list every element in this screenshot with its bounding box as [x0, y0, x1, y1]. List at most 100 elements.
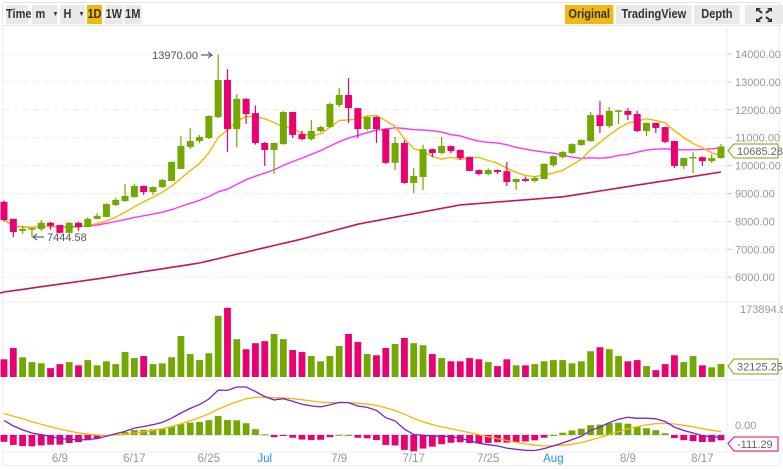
macd-histogram-bar [531, 435, 539, 441]
macd-histogram-bar [540, 435, 548, 438]
hour-select-value: H [63, 7, 72, 21]
date-label: Jul [257, 453, 272, 465]
date-label: 6/17 [123, 453, 145, 465]
volume-bar [0, 359, 8, 377]
candle-up [233, 98, 241, 130]
volume-bar [224, 307, 231, 377]
macd-histogram-bar [289, 435, 297, 438]
candle-down [652, 122, 660, 128]
macd-histogram-bar [717, 435, 725, 441]
candle-up [615, 110, 623, 112]
volume-bar [615, 356, 622, 377]
macd-histogram-bar [317, 435, 324, 440]
macd-histogram-bar [680, 435, 688, 441]
candle-up [568, 144, 576, 154]
candle-up [102, 204, 110, 217]
candle-down [345, 95, 353, 109]
date-label: 8/9 [620, 453, 636, 465]
candle-down [456, 149, 464, 159]
macd-histogram-bar [363, 435, 371, 439]
volume-bar [373, 355, 380, 377]
macd-histogram-bar [373, 435, 380, 441]
macd-histogram-bar [410, 435, 418, 452]
macd-histogram-bar [9, 435, 17, 445]
volume-bar [186, 354, 194, 377]
candle-up [37, 222, 45, 229]
volume-bar [168, 357, 176, 377]
interval-1d-button[interactable]: 1D [87, 5, 102, 24]
macd-histogram-bar [121, 432, 129, 435]
volume-bar [549, 360, 557, 377]
candle-down [0, 201, 8, 221]
macd-histogram-bar [224, 420, 231, 435]
date-label: 7/25 [477, 453, 499, 465]
price-tick-label: 8000.00 [735, 216, 775, 228]
candle-down [251, 113, 259, 144]
macd-dif-line [3, 386, 722, 452]
volume-bar [503, 359, 511, 377]
volume-bar [456, 361, 464, 377]
date-label: 6/25 [198, 453, 220, 465]
low-price-annotation: 7444.58 [47, 232, 87, 244]
macd-histogram-bar [186, 422, 194, 435]
view-tradingview-button[interactable]: TradingView [616, 5, 692, 24]
macd-histogram-bar [708, 435, 716, 442]
volume-bar [65, 362, 73, 377]
fullscreen-button[interactable] [745, 5, 783, 24]
volume-bar [466, 358, 473, 377]
volume-bar [298, 352, 306, 377]
candle-up [121, 196, 129, 202]
candle-up [531, 177, 539, 181]
volume-bar [56, 364, 64, 377]
candle-up [549, 156, 557, 166]
interval-1w-button[interactable]: 1W [105, 5, 123, 24]
volume-bar [121, 352, 129, 377]
macd-histogram-bar [466, 435, 473, 444]
date-label: 8/17 [691, 453, 713, 465]
caret-down-icon: ▼ [78, 11, 85, 19]
volume-bar [354, 341, 362, 377]
candle-up [19, 228, 27, 231]
macd-histogram-bar [37, 435, 45, 446]
candle-down [670, 141, 678, 166]
macd-histogram-bar [605, 423, 613, 435]
candle-down [372, 117, 380, 130]
candle-up [391, 143, 399, 163]
volume-bar [522, 365, 529, 377]
volume-bar [242, 349, 250, 377]
macd-histogram-bar [270, 435, 278, 438]
view-depth-button[interactable]: Depth [694, 5, 740, 24]
candle-up [65, 222, 73, 233]
candle-up [643, 122, 651, 132]
price-tick-label: 12000.00 [735, 105, 781, 117]
candle-up [214, 79, 222, 118]
candle-down [503, 171, 511, 183]
macd-histogram-bar [19, 435, 27, 447]
macd-histogram-bar [298, 435, 306, 440]
candle-down [242, 98, 250, 114]
macd-histogram-bar [354, 435, 362, 438]
hour-select[interactable]: H ▼ [60, 5, 86, 24]
interval-1m-button[interactable]: 1M [124, 5, 142, 24]
volume-bar [587, 351, 595, 377]
minute-select[interactable]: m ▼ [32, 5, 58, 24]
high-price-annotation: 13970.00 [152, 50, 198, 62]
current-volume-tag [727, 358, 779, 375]
macd-histogram-bar [652, 430, 660, 435]
macd-histogram-bar [252, 429, 259, 435]
candle-up [28, 228, 36, 230]
expand-arrows-icon [756, 8, 772, 22]
candle-up [559, 151, 567, 158]
macd-histogram-bar [75, 435, 82, 443]
candle-up [717, 146, 725, 159]
volume-bar [484, 362, 492, 377]
volume-bar [559, 360, 567, 377]
macd-histogram-bar [47, 435, 54, 445]
macd-histogram-bar [689, 435, 697, 442]
macd-histogram-bar [84, 435, 92, 441]
current-price-tag [727, 143, 779, 159]
candle-down [9, 218, 17, 233]
volume-max-label: 173894.82 [740, 304, 783, 316]
view-original-button[interactable]: Original [565, 5, 614, 24]
